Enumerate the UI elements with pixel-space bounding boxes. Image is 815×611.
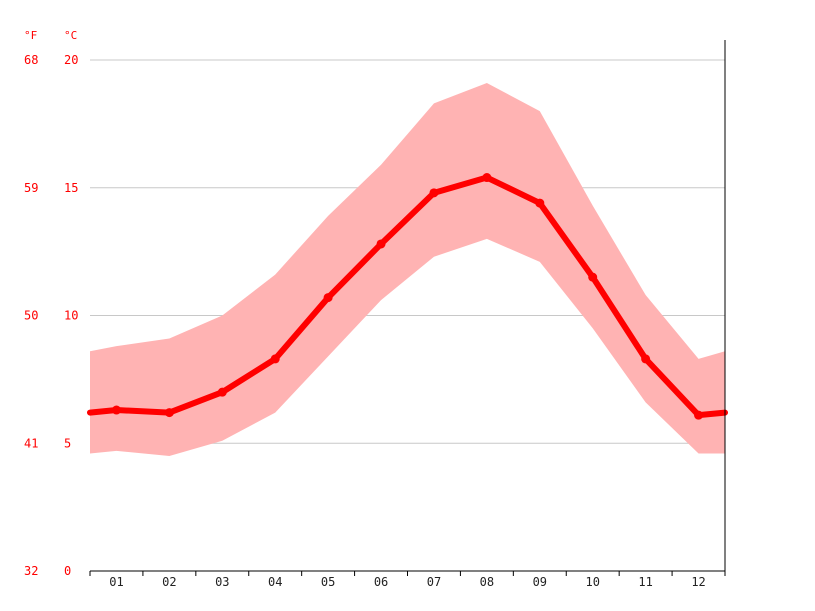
mean-temperature-line (87, 173, 728, 420)
celsius-tick-label: 15 (64, 181, 78, 195)
month-label-08: 08 (480, 575, 494, 589)
fahrenheit-tick-label: 68 (24, 53, 38, 67)
month-label-09: 09 (533, 575, 547, 589)
fahrenheit-tick-label: 50 (24, 309, 38, 323)
celsius-tick-label: 5 (64, 436, 71, 450)
mean-point-07 (429, 188, 439, 198)
month-label-12: 12 (691, 575, 705, 589)
month-label-02: 02 (162, 575, 176, 589)
month-label-05: 05 (321, 575, 335, 589)
min-max-band (90, 82, 725, 457)
mean-point-09 (535, 198, 545, 208)
fahrenheit-tick-label: 59 (24, 181, 38, 195)
y-tick-labels: 0 32 5 41 10 50 15 59 20 68 (24, 53, 78, 578)
mean-point-10 (588, 272, 598, 282)
mean-point-02 (164, 408, 174, 418)
mean-point-08 (482, 173, 492, 183)
mean-point-06 (376, 239, 386, 249)
x-tick-labels: 01 02 03 04 05 06 07 08 09 10 11 12 (109, 575, 706, 589)
mean-point-12 (694, 410, 704, 420)
month-label-10: 10 (585, 575, 599, 589)
celsius-tick-label: 0 (64, 564, 71, 578)
mean-point-03 (217, 387, 227, 397)
fahrenheit-tick-label: 41 (24, 436, 38, 450)
celsius-tick-label: 10 (64, 309, 78, 323)
fahrenheit-unit-label: °F (24, 29, 37, 42)
mean-point-05 (323, 293, 333, 303)
celsius-unit-label: °C (64, 29, 77, 42)
month-label-11: 11 (638, 575, 652, 589)
celsius-tick-label: 20 (64, 53, 78, 67)
mean-line (87, 174, 728, 419)
month-label-01: 01 (109, 575, 123, 589)
axes (89, 40, 726, 576)
month-label-06: 06 (374, 575, 388, 589)
mean-point-04 (270, 354, 280, 364)
month-label-07: 07 (427, 575, 441, 589)
month-label-04: 04 (268, 575, 282, 589)
month-label-03: 03 (215, 575, 229, 589)
temperature-range-band (90, 82, 725, 457)
mean-point-01 (111, 405, 121, 415)
fahrenheit-tick-label: 32 (24, 564, 38, 578)
mean-point-11 (641, 354, 651, 364)
